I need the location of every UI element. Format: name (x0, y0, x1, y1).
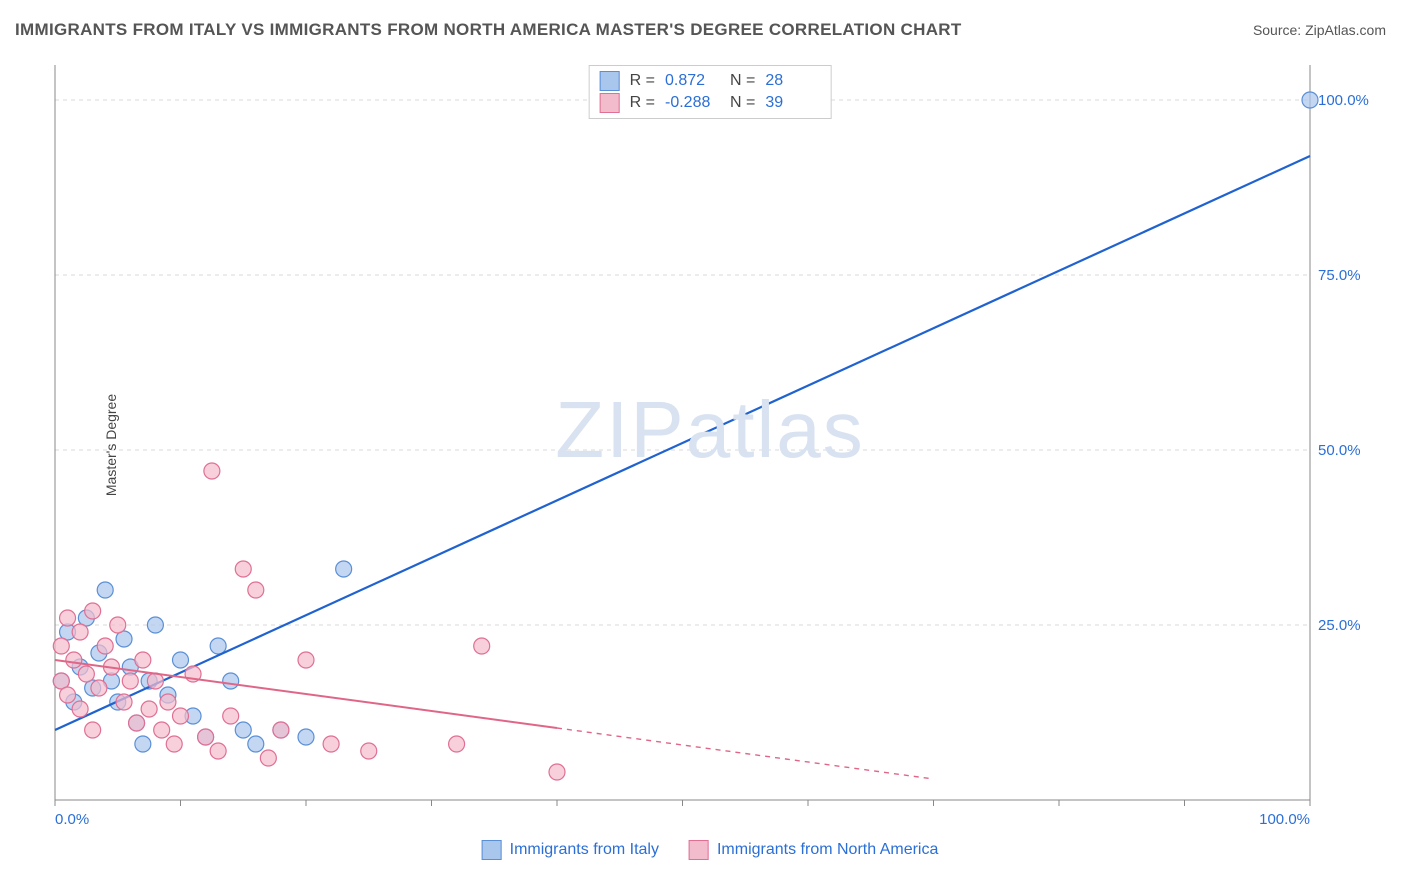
scatter-point (66, 652, 82, 668)
trend-line (55, 156, 1310, 730)
scatter-point (210, 638, 226, 654)
scatter-point (204, 463, 220, 479)
scatter-point (141, 701, 157, 717)
scatter-point (78, 666, 94, 682)
scatter-point (116, 694, 132, 710)
scatter-point (135, 652, 151, 668)
scatter-point (298, 729, 314, 745)
scatter-point (85, 722, 101, 738)
plot-area: Master's Degree ZIPatlas 25.0%50.0%75.0%… (50, 60, 1370, 830)
scatter-point (173, 708, 189, 724)
scatter-point (1302, 92, 1318, 108)
scatter-point (166, 736, 182, 752)
scatter-point (53, 638, 69, 654)
legend-r-label: R = (630, 70, 655, 92)
legend-swatch (482, 840, 502, 860)
scatter-point (223, 708, 239, 724)
legend-correlation-row: R = 0.872 N = 28 (600, 70, 821, 92)
legend-correlation-row: R = -0.288 N = 39 (600, 92, 821, 114)
x-tick-label: 0.0% (55, 811, 89, 828)
scatter-point (160, 694, 176, 710)
legend-swatch (600, 93, 620, 113)
y-tick-label: 50.0% (1318, 442, 1361, 459)
scatter-point (549, 764, 565, 780)
scatter-point (72, 624, 88, 640)
legend-series-label: Immigrants from Italy (510, 841, 659, 859)
legend-series: Immigrants from Italy Immigrants from Nor… (482, 840, 939, 860)
scatter-point (122, 673, 138, 689)
legend-r-value: -0.288 (665, 92, 720, 114)
legend-series-label: Immigrants from North America (717, 841, 938, 859)
legend-swatch (689, 840, 709, 860)
legend-correlation: R = 0.872 N = 28 R = -0.288 N = 39 (589, 65, 832, 119)
legend-series-item: Immigrants from Italy (482, 840, 659, 860)
legend-n-value: 28 (765, 70, 820, 92)
y-tick-label: 100.0% (1318, 92, 1369, 109)
chart-container: IMMIGRANTS FROM ITALY VS IMMIGRANTS FROM… (0, 0, 1406, 892)
scatter-point (248, 736, 264, 752)
scatter-point (173, 652, 189, 668)
legend-series-item: Immigrants from North America (689, 840, 938, 860)
scatter-point (198, 729, 214, 745)
legend-n-label: N = (730, 92, 755, 114)
chart-svg: 25.0% 50.0% 75.0% 100.0% 0.0% 100.0% (50, 60, 1370, 830)
legend-r-value: 0.872 (665, 70, 720, 92)
scatter-point (147, 617, 163, 633)
scatter-point (449, 736, 465, 752)
chart-title: IMMIGRANTS FROM ITALY VS IMMIGRANTS FROM… (15, 20, 962, 40)
scatter-point (97, 582, 113, 598)
scatter-point (210, 743, 226, 759)
legend-swatch (600, 71, 620, 91)
scatter-point (147, 673, 163, 689)
scatter-point (474, 638, 490, 654)
scatter-point (154, 722, 170, 738)
source-attribution: Source: ZipAtlas.com (1253, 22, 1386, 38)
legend-n-label: N = (730, 70, 755, 92)
x-tick-label: 100.0% (1259, 811, 1310, 828)
scatter-point (85, 603, 101, 619)
scatter-point (260, 750, 276, 766)
legend-n-value: 39 (765, 92, 820, 114)
scatter-point (223, 673, 239, 689)
y-tick-label: 25.0% (1318, 617, 1361, 634)
y-tick-label: 75.0% (1318, 267, 1361, 284)
scatter-point (323, 736, 339, 752)
scatter-point (91, 680, 107, 696)
scatter-point (298, 652, 314, 668)
scatter-point (110, 617, 126, 633)
scatter-point (60, 687, 76, 703)
scatter-point (235, 561, 251, 577)
scatter-point (97, 638, 113, 654)
scatter-point (361, 743, 377, 759)
scatter-point (129, 715, 145, 731)
scatter-point (235, 722, 251, 738)
legend-r-label: R = (630, 92, 655, 114)
scatter-point (273, 722, 289, 738)
y-axis-label: Master's Degree (103, 394, 119, 496)
scatter-point (60, 610, 76, 626)
scatter-point (336, 561, 352, 577)
trend-line-extrapolated (557, 728, 934, 779)
scatter-point (135, 736, 151, 752)
scatter-point (72, 701, 88, 717)
scatter-point (248, 582, 264, 598)
